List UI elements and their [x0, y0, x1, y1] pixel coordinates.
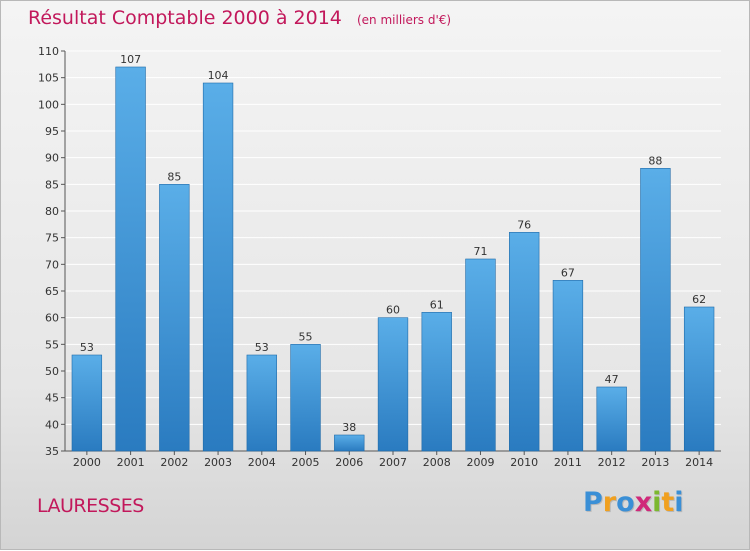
x-tick-label: 2013 — [641, 456, 669, 469]
bar — [246, 354, 277, 452]
x-tick-label: 2006 — [335, 456, 363, 469]
bar — [202, 82, 234, 452]
bar-value-label: 61 — [430, 298, 444, 311]
bar-value-label: 107 — [120, 53, 141, 66]
bar-value-label: 60 — [386, 304, 400, 317]
bar — [115, 66, 146, 452]
chart-title-block: Résultat Comptable 2000 à 2014 (en milli… — [28, 7, 451, 29]
proxiti-logo: Proxiti — [583, 487, 684, 518]
x-tick-label: 2000 — [73, 456, 101, 469]
bar-value-label: 67 — [561, 266, 575, 279]
logo-letter: i — [652, 487, 662, 518]
bar-value-label: 62 — [692, 293, 706, 306]
labels: 35 40 45 50 55 60 65 70 75 80 85 90 95 100 105 110 53 200… — [38, 45, 713, 469]
x-tick-label: 2004 — [248, 456, 276, 469]
x-tick-label: 2014 — [685, 456, 713, 469]
x-tick-label: 2005 — [292, 456, 320, 469]
bar — [334, 434, 365, 452]
bar-value-label: 76 — [517, 218, 531, 231]
bar — [465, 258, 496, 452]
y-tick-label: 55 — [45, 338, 59, 351]
x-tick-label: 2011 — [554, 456, 582, 469]
chart-subtitle: (en milliers d'€) — [356, 13, 452, 27]
logo-letter: o — [616, 487, 635, 518]
bar — [421, 312, 452, 452]
x-tick-label: 2001 — [117, 456, 145, 469]
y-tick-label: 75 — [45, 232, 59, 245]
bar — [290, 344, 321, 452]
bar-value-label: 88 — [648, 154, 662, 167]
y-tick-label: 50 — [45, 365, 59, 378]
bar-value-label: 85 — [167, 170, 181, 183]
y-tick-label: 70 — [45, 258, 59, 271]
x-tick-label: 2009 — [466, 456, 494, 469]
x-tick-label: 2007 — [379, 456, 407, 469]
bar — [377, 317, 409, 452]
logo-letter: i — [674, 487, 684, 518]
x-tick-label: 2002 — [160, 456, 188, 469]
bar-value-label: 47 — [605, 373, 619, 386]
logo-letter: t — [661, 487, 675, 518]
bar-value-label: 38 — [342, 421, 356, 434]
bar — [683, 306, 715, 452]
chart-title: Résultat Comptable 2000 à 2014 — [28, 7, 342, 29]
y-tick-label: 95 — [45, 125, 59, 138]
x-tick-label: 2012 — [598, 456, 626, 469]
y-tick-label: 60 — [45, 312, 59, 325]
bar-value-label: 53 — [80, 341, 94, 354]
bar — [159, 184, 190, 452]
logo-letter: r — [602, 487, 617, 518]
bar — [71, 354, 103, 452]
y-tick-label: 105 — [38, 72, 59, 85]
x-tick-label: 2008 — [423, 456, 451, 469]
bar-value-label: 104 — [208, 69, 229, 82]
bar-value-label: 53 — [255, 341, 269, 354]
y-tick-label: 90 — [45, 152, 59, 165]
y-tick-label: 45 — [45, 392, 59, 405]
bar — [509, 232, 540, 452]
logo-letter: x — [634, 487, 653, 518]
x-tick-label: 2003 — [204, 456, 232, 469]
bar-value-label: 55 — [299, 330, 313, 343]
bar — [552, 280, 584, 452]
y-tick-label: 80 — [45, 205, 59, 218]
bar-value-label: 71 — [473, 245, 487, 258]
y-tick-label: 65 — [45, 285, 59, 298]
y-tick-label: 85 — [45, 178, 59, 191]
commune-name: LAURESSES — [37, 495, 144, 517]
y-tick-label: 110 — [38, 45, 59, 58]
bar — [640, 168, 671, 452]
y-tick-label: 100 — [38, 98, 59, 111]
y-tick-label: 35 — [45, 445, 59, 458]
logo-letter: P — [583, 487, 603, 518]
x-tick-label: 2010 — [510, 456, 538, 469]
bars — [71, 66, 715, 452]
bar — [596, 386, 627, 452]
y-tick-label: 40 — [45, 418, 59, 431]
